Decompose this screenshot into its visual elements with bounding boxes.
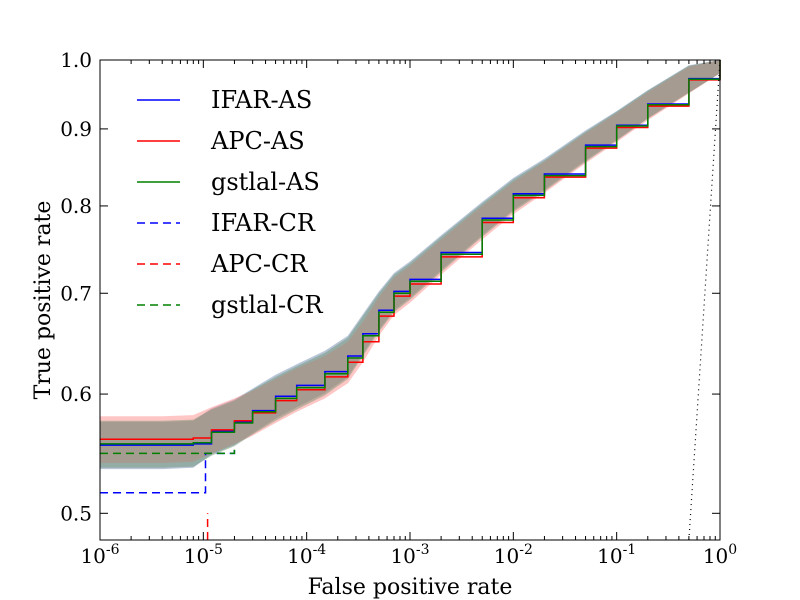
band-IFAR-AS bbox=[100, 60, 720, 470]
y-tick-label: 0.6 bbox=[60, 382, 92, 406]
band-APC-AS bbox=[100, 60, 720, 463]
series-lines bbox=[100, 59, 721, 541]
x-tick-label: 10-1 bbox=[597, 542, 636, 568]
legend-label-APC-AS: APC-AS bbox=[210, 127, 305, 155]
line-gstlal-CR bbox=[100, 448, 236, 455]
legend-label-APC-CR: APC-CR bbox=[210, 250, 308, 278]
x-tick-label: 100 bbox=[703, 542, 737, 568]
band-gstlal-AS bbox=[100, 60, 720, 468]
x-tick-label: 10-6 bbox=[80, 542, 119, 568]
x-tick-label: 10-3 bbox=[390, 542, 429, 568]
legend: IFAR-AS APC-AS gstlal-AS IFAR-CR APC-CR gstla… bbox=[137, 86, 323, 319]
y-tick-label: 0.5 bbox=[60, 501, 92, 525]
line-gstlal-AS bbox=[100, 60, 721, 445]
y-axis-label: True positive rate bbox=[31, 201, 56, 400]
y-tick-label: 0.9 bbox=[60, 117, 92, 141]
x-axis-label: False positive rate bbox=[308, 575, 513, 600]
x-tick-label: 10-2 bbox=[494, 542, 533, 568]
legend-label-IFAR-AS: IFAR-AS bbox=[211, 86, 312, 114]
x-tick-label: 10-4 bbox=[287, 542, 326, 568]
y-axis-ticks: 0.5 0.6 0.7 0.8 0.9 1.0 bbox=[60, 48, 720, 525]
x-tick-label: 10-5 bbox=[184, 542, 223, 568]
y-tick-label: 1.0 bbox=[60, 48, 92, 72]
confidence-bands bbox=[100, 60, 720, 470]
legend-label-gstlal-AS: gstlal-AS bbox=[211, 168, 320, 196]
legend-label-IFAR-CR: IFAR-CR bbox=[211, 209, 316, 237]
legend-label-gstlal-CR: gstlal-CR bbox=[211, 291, 323, 319]
y-tick-label: 0.8 bbox=[60, 194, 92, 218]
y-tick-label: 0.7 bbox=[60, 281, 92, 305]
chance-line bbox=[688, 59, 721, 541]
